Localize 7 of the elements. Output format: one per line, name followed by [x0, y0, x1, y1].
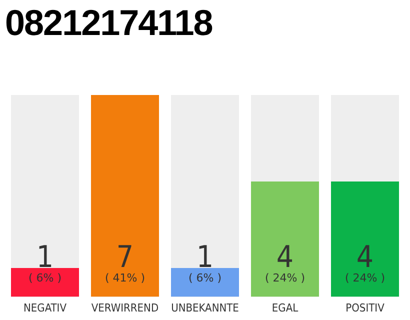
x-tick-label: EGAL [272, 301, 299, 314]
x-tick-label: NEGATIV [24, 301, 67, 314]
chart-title: 08212174118 [5, 2, 212, 44]
annotation: ( 6% ) [28, 272, 62, 285]
x-tick-label: POSITIV [346, 301, 385, 314]
x-tick-label: UNBEKANNTE [171, 301, 239, 314]
x-tick-label: VERWIRREND [91, 301, 159, 314]
